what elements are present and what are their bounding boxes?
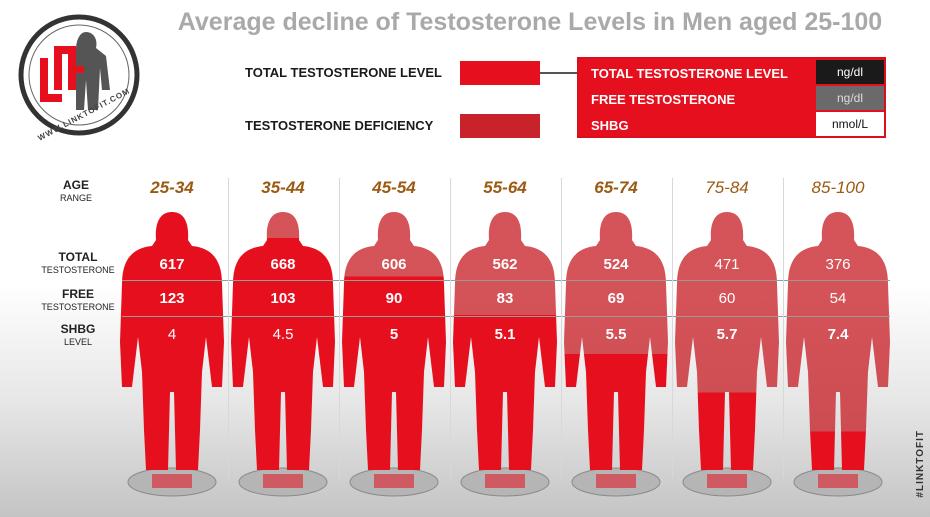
free-testosterone-value: 60	[718, 290, 736, 307]
row-label-age: AGE RANGE	[26, 178, 126, 203]
unit-row-shbg: SHBG nmol/L	[579, 112, 884, 138]
row-label-shbg: SHBG LEVEL	[28, 322, 128, 347]
divider-free-shbg	[122, 316, 890, 317]
figure-body-45-54	[342, 212, 446, 470]
row-label-total: TOTAL TESTOSTERONE	[28, 250, 128, 275]
shbg-value: 5.5	[605, 326, 627, 343]
total-testosterone-value: 524	[603, 256, 629, 273]
figure-body-55-64	[453, 212, 557, 470]
total-testosterone-value: 606	[381, 256, 407, 273]
total-testosterone-value: 668	[270, 256, 296, 273]
age-range-label: 55-64	[483, 178, 527, 197]
column-separator	[449, 178, 451, 478]
platform-logo-mark	[707, 474, 747, 488]
total-testosterone-value: 471	[714, 256, 740, 273]
age-range-label: 85-100	[811, 178, 865, 197]
row-label-age-small: RANGE	[59, 193, 92, 203]
age-range-label: 35-44	[261, 178, 305, 197]
row-label-shbg-small: LEVEL	[63, 337, 93, 347]
shbg-value: 4	[167, 326, 177, 343]
column-separator	[560, 178, 562, 478]
legend-connector-line	[540, 72, 578, 74]
legend-deficiency-swatch	[460, 114, 540, 138]
figure-body-65-74	[564, 212, 668, 470]
column-separator	[782, 178, 784, 478]
row-label-age-big: AGE	[62, 178, 89, 192]
total-testosterone-value: 376	[825, 256, 851, 273]
unit-name: TOTAL TESTOSTERONE LEVEL	[591, 66, 788, 81]
figure-body-85-100	[786, 212, 890, 470]
age-range-label: 65-74	[594, 178, 638, 197]
free-testosterone-value: 69	[607, 290, 625, 307]
unit-row-total: TOTAL TESTOSTERONE LEVEL ng/dl	[579, 60, 884, 86]
free-testosterone-value: 103	[270, 290, 296, 307]
shbg-value: 7.4	[827, 326, 849, 343]
total-testosterone-value: 617	[159, 256, 185, 273]
divider-total-free	[122, 280, 890, 281]
platform-logo-mark	[263, 474, 303, 488]
units-box: TOTAL TESTOSTERONE LEVEL ng/dl FREE TEST…	[577, 57, 886, 138]
column-separator	[671, 178, 673, 478]
platform-logo-mark	[818, 474, 858, 488]
platform-logo-mark	[152, 474, 192, 488]
watermark-text: #LINKTOFIT	[915, 430, 926, 498]
free-testosterone-value: 123	[159, 290, 185, 307]
shbg-value: 5.7	[716, 326, 738, 343]
figure-body-25-34	[120, 212, 224, 470]
figure-body-35-44	[231, 212, 335, 470]
platform-logo-mark	[374, 474, 414, 488]
legend-deficiency-label: TESTOSTERONE DEFICIENCY	[245, 118, 434, 133]
row-label-free: FREE TESTOSTERONE	[28, 287, 128, 312]
chart-title: Average decline of Testosterone Levels i…	[177, 8, 883, 36]
unit-value: ng/dl	[816, 86, 884, 110]
column-separator	[338, 178, 340, 478]
row-label-total-big: TOTAL	[58, 250, 98, 264]
shbg-value: 5	[389, 326, 399, 343]
row-label-free-big: FREE	[61, 287, 94, 301]
shbg-value: 4.5	[272, 326, 294, 343]
row-label-free-small: TESTOSTERONE	[41, 302, 115, 312]
free-testosterone-value: 90	[385, 290, 403, 307]
unit-value: ng/dl	[816, 60, 884, 84]
total-testosterone-value: 562	[492, 256, 518, 273]
column-separator	[227, 178, 229, 478]
unit-value: nmol/L	[816, 112, 884, 136]
legend-total-swatch	[460, 61, 540, 85]
unit-name: FREE TESTOSTERONE	[591, 92, 736, 107]
free-testosterone-value: 83	[496, 290, 514, 307]
platform-logo-mark	[596, 474, 636, 488]
row-label-shbg-big: SHBG	[60, 322, 96, 336]
row-label-total-small: TESTOSTERONE	[41, 265, 115, 275]
age-range-label: 25-34	[150, 178, 194, 197]
unit-name: SHBG	[591, 118, 629, 133]
figure-body-75-84	[675, 212, 779, 470]
age-range-label: 45-54	[372, 178, 416, 197]
shbg-value: 5.1	[494, 326, 516, 343]
age-range-label: 75-84	[705, 178, 749, 197]
free-testosterone-value: 54	[829, 290, 847, 307]
platform-logo-mark	[485, 474, 525, 488]
unit-row-free: FREE TESTOSTERONE ng/dl	[579, 86, 884, 112]
legend-total-label: TOTAL TESTOSTERONE LEVEL	[245, 65, 442, 80]
linktofit-logo	[18, 14, 140, 136]
